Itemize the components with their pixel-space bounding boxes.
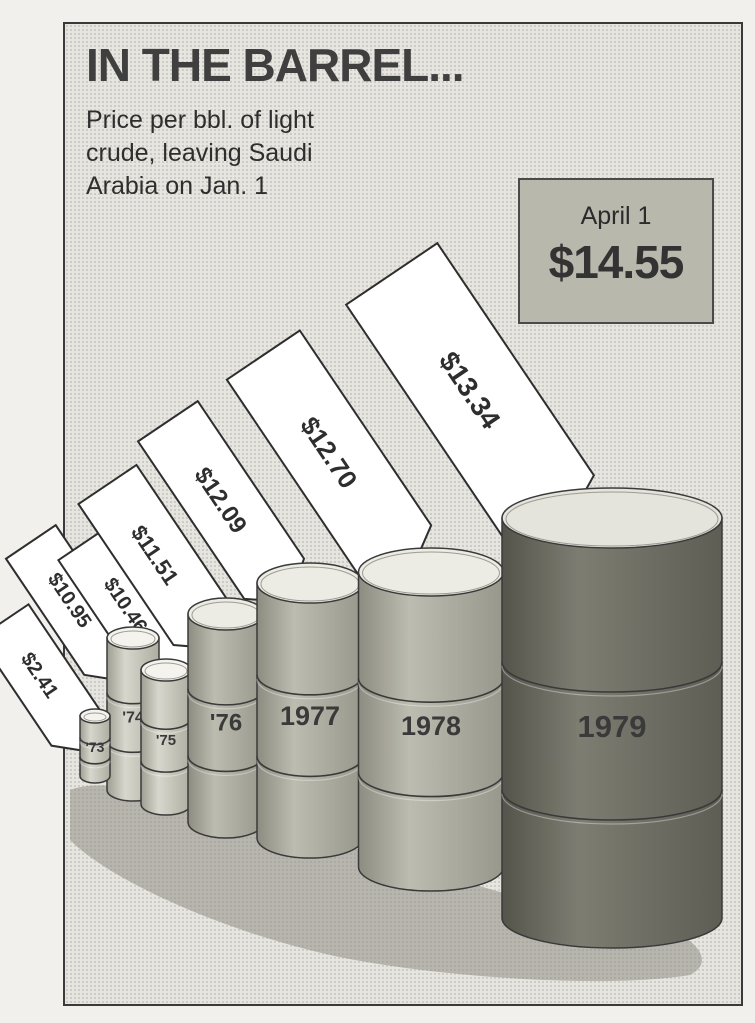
chart-subtitle: Price per bbl. of light crude, leaving S… [86,106,314,200]
barrel-year-label: '76 [210,710,242,737]
barrel-year-label: '74 [122,710,144,727]
barrel: 1978 [357,547,505,892]
barrel-year-label: '75 [156,732,176,749]
barrel-year-label: '73 [86,739,105,755]
price-tag: $12.09 [136,399,306,604]
barrel: '73 [79,708,111,784]
barrel-year-label: 1979 [578,709,647,744]
barrel: 1977 [256,562,364,859]
chart-title: IN THE BARREL... [86,39,465,91]
price-tag: $12.70 [225,329,433,576]
april-price-callout: April 1 $14.55 [518,178,714,324]
barrel: 1979 [501,487,723,949]
barrel-year-label: 1977 [280,701,340,731]
barrel: '76 [187,597,265,839]
barrel: '75 [140,658,192,816]
callout-price: $14.55 [548,236,685,288]
price-tag: $13.34 [344,241,596,538]
callout-date: April 1 [580,202,652,230]
barrel-year-label: 1978 [401,711,461,741]
